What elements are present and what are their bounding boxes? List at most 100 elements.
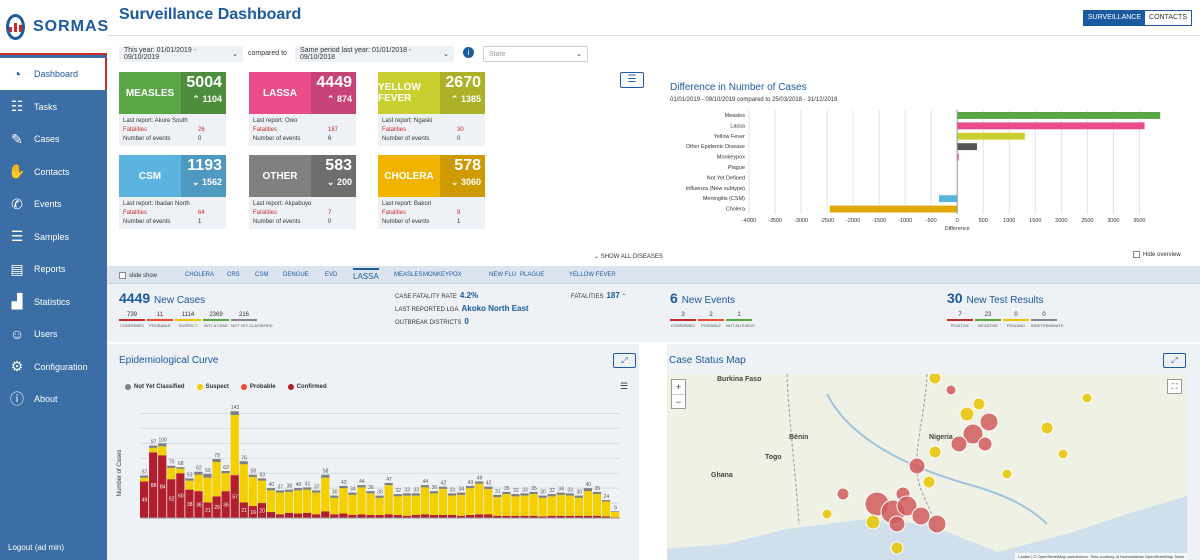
case-marker[interactable]: [911, 506, 931, 526]
sidebar-item-users[interactable]: ☺ Users: [0, 318, 107, 350]
fatalities-label: Fatalities: [382, 127, 407, 133]
zoom-in-button[interactable]: +: [675, 382, 682, 392]
tab-dengue[interactable]: DENGUE: [283, 272, 309, 278]
expand-epi-button[interactable]: ⤢: [613, 353, 636, 368]
bar-total-label: 32: [395, 488, 401, 494]
fatalities-stat: FATALITIES 187 ⌃: [571, 291, 627, 300]
case-marker[interactable]: [959, 406, 975, 422]
case-marker[interactable]: [972, 397, 986, 411]
not-yet-classified-bar: [610, 511, 620, 513]
zoom-out-button[interactable]: −: [672, 394, 685, 408]
suspect-bar: [257, 480, 266, 504]
case-marker[interactable]: [945, 384, 957, 396]
overview-menu-button[interactable]: ☰: [620, 72, 644, 88]
legend-suspect[interactable]: Suspect: [196, 384, 229, 390]
not-yet-classified-bar: [511, 494, 520, 497]
tab-yellow-fever[interactable]: YELLOW FEVER: [569, 272, 616, 278]
expand-map-button[interactable]: ⤢: [1163, 353, 1186, 368]
confirmed-bar: [484, 514, 493, 518]
map-canvas[interactable]: Burkina Faso Bénin Togo Ghana Nigeria + …: [667, 374, 1187, 560]
disease-card-cholera[interactable]: CHOLERA 578 ⌄ 3060 Last report: Bakori Fatal…: [378, 155, 485, 229]
sidebar-item-configuration[interactable]: ⚙ Configuration: [0, 351, 107, 383]
case-marker[interactable]: [1001, 468, 1013, 480]
contacts-toggle-button[interactable]: CONTACTS: [1149, 14, 1187, 21]
bar-total-label: 33: [413, 487, 419, 493]
sidebar-item-samples[interactable]: ☰ Samples: [0, 221, 107, 253]
legend-probable[interactable]: Probable: [240, 384, 276, 390]
tab-evd[interactable]: EVD: [325, 272, 338, 278]
tab-plague[interactable]: PLAGUE: [520, 272, 545, 278]
fatalities-label: Fatalities: [382, 210, 407, 216]
state-select[interactable]: State ⌄: [483, 46, 588, 62]
case-marker[interactable]: [1081, 392, 1093, 404]
case-marker[interactable]: [927, 514, 947, 534]
case-marker[interactable]: [821, 508, 833, 520]
show-all-diseases-link[interactable]: ⌄ SHOW ALL DISEASES: [594, 253, 663, 260]
tab-new-flu[interactable]: NEW FLU: [489, 272, 516, 278]
legend-not-yet-classified[interactable]: Not Yet Classified: [125, 384, 185, 390]
bar-total-label: 34: [350, 487, 356, 493]
case-marker[interactable]: [890, 541, 904, 555]
breakdown-value: 3: [670, 312, 696, 321]
logout-link[interactable]: Logout (ad min): [8, 543, 65, 552]
surveillance-toggle-button[interactable]: SURVEILLANCE: [1083, 11, 1146, 25]
case-marker[interactable]: [1040, 421, 1054, 435]
not-yet-classified-bar: [230, 411, 239, 415]
case-marker[interactable]: [928, 374, 942, 385]
case-marker[interactable]: [888, 515, 906, 533]
case-marker[interactable]: [836, 487, 850, 501]
suspect-bar: [438, 488, 448, 516]
legend-confirmed[interactable]: Confirmed: [287, 384, 327, 390]
tab-monkeypox[interactable]: MONKEYPOX: [423, 272, 462, 278]
x-tick-label: 1500: [1029, 218, 1041, 224]
disease-card-measles[interactable]: MEASLES 5004 ⌃ 1104 Last report: Akure Sout…: [119, 72, 226, 146]
case-marker[interactable]: [922, 475, 936, 489]
disease-card-csm[interactable]: CSM 1193 ⌄ 1562 Last report: Ibadan North Fa…: [119, 155, 226, 229]
disease-card-lassa[interactable]: LASSA 4449 ⌃ 874 Last report: Owo Fatalities…: [249, 72, 356, 146]
info-icon[interactable]: i: [463, 47, 474, 58]
disease-name: MEASLES: [125, 87, 175, 99]
bar-total-label: 40: [586, 482, 592, 488]
confirmed-bar: [348, 515, 357, 518]
case-marker[interactable]: [950, 435, 968, 453]
chevron-up-icon: ⌃: [450, 94, 461, 104]
case-marker[interactable]: [865, 514, 881, 530]
sidebar-item-tasks[interactable]: ☷ Tasks: [0, 91, 107, 123]
tab-crs[interactable]: CRS: [227, 272, 240, 278]
last-report: Last report: Ngaski: [382, 118, 433, 124]
fullscreen-icon[interactable]: ⛶: [1167, 379, 1182, 394]
case-marker[interactable]: [977, 436, 993, 452]
comparison-period-select[interactable]: Same period last year: 01/01/2018 - 09/1…: [295, 46, 454, 62]
slide-show-checkbox[interactable]: slide show: [119, 272, 157, 279]
tab-cholera[interactable]: CHOLERA: [185, 272, 215, 278]
case-marker[interactable]: [896, 495, 918, 517]
x-tick-label: -2000: [846, 218, 860, 224]
sidebar-item-events[interactable]: ✆ Events: [0, 188, 107, 220]
case-marker[interactable]: [908, 457, 926, 475]
disease-card-other[interactable]: OTHER 583 ⌄ 200 Last report: Akpabuyo Fatali…: [249, 155, 356, 229]
hide-overview-checkbox[interactable]: Hide overview: [1133, 251, 1181, 258]
sidebar-item-reports[interactable]: ▤ Reports: [0, 253, 107, 285]
not-yet-classified-bar: [266, 488, 276, 491]
sidebar-item-cases[interactable]: ✎ Cases: [0, 123, 107, 155]
events-row: Number of events 1: [123, 218, 222, 227]
case-marker[interactable]: [962, 423, 984, 445]
suspect-bar: [266, 490, 276, 513]
chart-menu-icon[interactable]: ☰: [620, 381, 629, 391]
tab-csm[interactable]: CSM: [255, 272, 269, 278]
case-total: 4449: [316, 74, 352, 91]
case-marker[interactable]: [928, 445, 942, 459]
tab-measles[interactable]: MEASLES: [394, 272, 423, 278]
sidebar-item-statistics[interactable]: ▟ Statistics: [0, 286, 107, 318]
tab-lassa[interactable]: LASSA: [353, 268, 379, 281]
disease-card-yellow-fever[interactable]: YELLOW FEVER 2670 ⌃ 1385 Last report: Ngask…: [378, 72, 485, 146]
sidebar-item-about[interactable]: ⓘ About: [0, 383, 107, 415]
sidebar-item-dashboard[interactable]: ◔ Dashboard: [0, 58, 107, 90]
fatalities-label: Fatalities: [253, 210, 278, 216]
confirmed-label: 16: [250, 510, 256, 516]
case-marker[interactable]: [1057, 448, 1069, 460]
case-marker[interactable]: [979, 412, 999, 432]
sidebar-item-contacts[interactable]: ✋ Contacts: [0, 156, 107, 188]
date-range-select[interactable]: This year: 01/01/2019 - 09/10/2019 ⌄: [119, 46, 243, 62]
chevron-up-icon: ⌃: [192, 94, 203, 104]
